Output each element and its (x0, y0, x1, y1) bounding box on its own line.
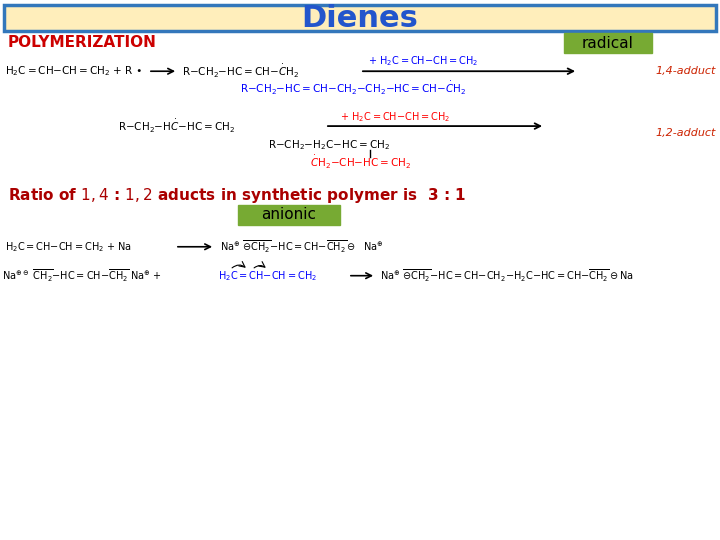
Text: Na$^{\oplus}$ $\overline{\ominus\mathrm{CH_2}}$$-$HC$=$CH$-$$\overline{\mathrm{C: Na$^{\oplus}$ $\overline{\ominus\mathrm{… (220, 239, 384, 255)
Text: radical: radical (582, 36, 634, 51)
Text: 1,4-adduct: 1,4-adduct (656, 66, 716, 76)
Text: POLYMERIZATION: POLYMERIZATION (8, 35, 157, 50)
Text: R$-$CH$_2$$-$HC$=$CH$-\dot{C}$H$_2$: R$-$CH$_2$$-$HC$=$CH$-\dot{C}$H$_2$ (182, 63, 300, 80)
FancyBboxPatch shape (564, 33, 652, 53)
Text: H$_2$C$=$CH$-$CH$=$CH$_2$ + R $\bullet$: H$_2$C$=$CH$-$CH$=$CH$_2$ + R $\bullet$ (5, 64, 142, 78)
Text: H$_2$C$=$CH$-$CH$=$CH$_2$: H$_2$C$=$CH$-$CH$=$CH$_2$ (218, 269, 317, 282)
Text: R$-$CH$_2$$-$HC$=$CH$-$CH$_2$$-$CH$_2$$-$HC$=$CH$-\dot{C}$H$_2$: R$-$CH$_2$$-$HC$=$CH$-$CH$_2$$-$CH$_2$$-… (240, 80, 467, 97)
Text: + H$_2$C$=$CH$-$CH$=$CH$_2$: + H$_2$C$=$CH$-$CH$=$CH$_2$ (368, 55, 478, 68)
Text: anionic: anionic (261, 207, 317, 222)
Text: 1,2-adduct: 1,2-adduct (656, 128, 716, 138)
Text: R$-$CH$_2$$-$H$\dot{C}$$-$HC$=$CH$_2$: R$-$CH$_2$$-$H$\dot{C}$$-$HC$=$CH$_2$ (118, 118, 235, 134)
Text: $\dot{C}$H$_2$$-$CH$-$HC$=$CH$_2$: $\dot{C}$H$_2$$-$CH$-$HC$=$CH$_2$ (310, 154, 411, 172)
Text: R$-$CH$_2$$-$H$_2$C$-$HC$=$CH$_2$: R$-$CH$_2$$-$H$_2$C$-$HC$=$CH$_2$ (268, 138, 390, 152)
Text: H$_2$C$=$CH$-$CH$=$CH$_2$ + Na: H$_2$C$=$CH$-$CH$=$CH$_2$ + Na (5, 240, 132, 254)
Text: Ratio of $\it{1,4}$ : $\it{1,2}$ aducts in synthetic polymer is  3 : 1: Ratio of $\it{1,4}$ : $\it{1,2}$ aducts … (8, 186, 466, 205)
Text: Dienes: Dienes (302, 4, 418, 33)
Text: Na$^{\oplus}$ $\overline{\ominus\mathrm{CH_2}}$$-$HC$=$CH$-$CH$_2$$-$H$_2$C$-$HC: Na$^{\oplus}$ $\overline{\ominus\mathrm{… (380, 267, 634, 284)
FancyBboxPatch shape (4, 5, 716, 31)
FancyBboxPatch shape (238, 205, 340, 225)
Text: Na$^{\oplus\ominus}$ $\overline{\mathrm{CH_2}}$$-$HC$=$CH$-$$\overline{\mathrm{C: Na$^{\oplus\ominus}$ $\overline{\mathrm{… (2, 267, 163, 284)
Text: + H$_2$C$=$CH$-$CH$=$CH$_2$: + H$_2$C$=$CH$-$CH$=$CH$_2$ (340, 110, 450, 124)
